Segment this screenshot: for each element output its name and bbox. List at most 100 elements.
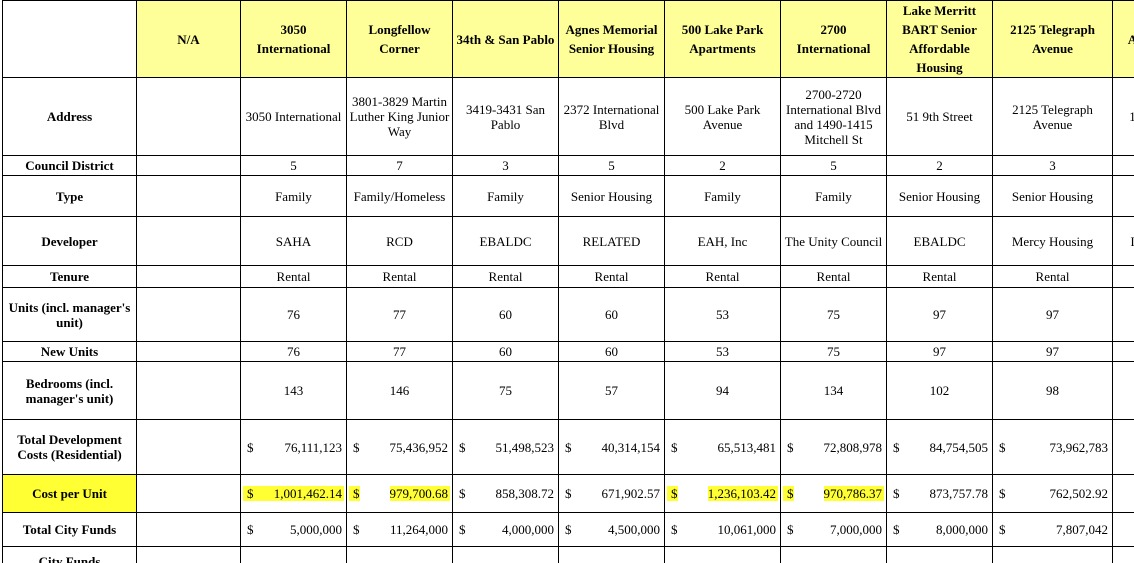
na-cell[interactable] [136, 512, 241, 547]
data-cell[interactable]: 3419-3431 San Pablo [452, 77, 559, 156]
data-cell[interactable]: 97 [992, 287, 1113, 342]
na-cell[interactable] [136, 155, 241, 176]
col-header-project[interactable]: Longfellow Corner [346, 0, 453, 78]
row-label[interactable]: Type [2, 175, 137, 217]
data-cell[interactable]: $84,754,505 [886, 419, 993, 475]
data-cell[interactable]: The Unity Council [780, 216, 887, 266]
col-header-project[interactable]: A [1112, 0, 1134, 78]
data-cell[interactable]: 94 [664, 361, 781, 420]
data-cell[interactable]: $65,513,481 [664, 419, 781, 475]
data-cell[interactable]: Family [240, 175, 347, 217]
na-cell[interactable] [136, 77, 241, 156]
data-cell[interactable] [664, 546, 781, 563]
data-cell[interactable]: $4,500,000 [558, 512, 665, 547]
row-label[interactable]: Units (incl. manager's unit) [2, 287, 137, 342]
data-cell[interactable]: I [1112, 216, 1134, 266]
data-cell[interactable]: 1 [1112, 77, 1134, 156]
col-header-project[interactable]: 34th & San Pablo [452, 0, 559, 78]
data-cell[interactable]: 2372 International Blvd [558, 77, 665, 156]
data-cell[interactable] [992, 546, 1113, 563]
data-cell[interactable]: 60 [558, 287, 665, 342]
row-label[interactable]: Council District [2, 155, 137, 176]
data-cell[interactable]: $7,807,042 [992, 512, 1113, 547]
data-cell[interactable]: 98 [992, 361, 1113, 420]
data-cell[interactable] [1112, 175, 1134, 217]
data-cell[interactable]: $858,308.72 [452, 474, 559, 513]
data-cell[interactable]: 3050 International [240, 77, 347, 156]
data-cell[interactable] [240, 546, 347, 563]
na-cell[interactable] [136, 216, 241, 266]
data-cell[interactable]: Family [780, 175, 887, 217]
data-cell[interactable]: 97 [992, 341, 1113, 362]
data-cell[interactable]: $5,000,000 [240, 512, 347, 547]
data-cell[interactable]: $73,962,783 [992, 419, 1113, 475]
data-cell[interactable]: 3 [992, 155, 1113, 176]
na-cell[interactable] [136, 419, 241, 475]
data-cell[interactable]: Family [664, 175, 781, 217]
row-label[interactable]: Tenure [2, 265, 137, 288]
col-header-na[interactable]: N/A [136, 0, 241, 78]
data-cell[interactable]: 146 [346, 361, 453, 420]
na-cell[interactable] [136, 287, 241, 342]
data-cell[interactable]: 97 [886, 341, 993, 362]
na-cell[interactable] [136, 361, 241, 420]
col-header-project[interactable]: 3050 International [240, 0, 347, 78]
data-cell[interactable]: $75,436,952 [346, 419, 453, 475]
na-cell[interactable] [136, 265, 241, 288]
row-label[interactable]: Developer [2, 216, 137, 266]
data-cell[interactable]: $7,000,000 [780, 512, 887, 547]
data-cell[interactable]: 3801-3829 Martin Luther King Junior Way [346, 77, 453, 156]
data-cell[interactable]: $762,502.92 [992, 474, 1113, 513]
data-cell[interactable]: 57 [558, 361, 665, 420]
data-cell[interactable]: 51 9th Street [886, 77, 993, 156]
data-cell[interactable]: $11,264,000 [346, 512, 453, 547]
data-cell[interactable]: EBALDC [886, 216, 993, 266]
data-cell[interactable]: 5 [240, 155, 347, 176]
data-cell[interactable]: RELATED [558, 216, 665, 266]
data-cell[interactable]: $970,786.37 [780, 474, 887, 513]
col-header-project[interactable]: Lake Merritt BART Senior Affordable Hous… [886, 0, 993, 78]
data-cell[interactable] [452, 546, 559, 563]
data-cell[interactable]: 500 Lake Park Avenue [664, 77, 781, 156]
data-cell[interactable] [558, 546, 665, 563]
corner-cell[interactable] [2, 0, 137, 78]
data-cell[interactable]: 77 [346, 341, 453, 362]
data-cell[interactable] [780, 546, 887, 563]
data-cell[interactable]: Rental [346, 265, 453, 288]
data-cell[interactable]: EBALDC [452, 216, 559, 266]
data-cell[interactable]: 77 [346, 287, 453, 342]
data-cell[interactable]: 75 [780, 287, 887, 342]
data-cell[interactable]: Rental [664, 265, 781, 288]
row-label[interactable]: Address [2, 77, 137, 156]
data-cell[interactable]: 76 [240, 341, 347, 362]
data-cell[interactable]: Family/Homeless [346, 175, 453, 217]
data-cell[interactable]: 53 [664, 287, 781, 342]
data-cell[interactable]: $1,236,103.42 [664, 474, 781, 513]
data-cell[interactable]: 2 [886, 155, 993, 176]
data-cell[interactable]: Rental [240, 265, 347, 288]
data-cell[interactable] [1112, 512, 1134, 547]
data-cell[interactable]: 143 [240, 361, 347, 420]
data-cell[interactable]: 97 [886, 287, 993, 342]
row-label[interactable]: City Funds [2, 546, 137, 563]
data-cell[interactable]: 53 [664, 341, 781, 362]
data-cell[interactable]: $76,111,123 [240, 419, 347, 475]
row-label[interactable]: New Units [2, 341, 137, 362]
data-cell[interactable]: 2125 Telegraph Avenue [992, 77, 1113, 156]
data-cell[interactable]: $873,757.78 [886, 474, 993, 513]
data-cell[interactable]: Senior Housing [558, 175, 665, 217]
data-cell[interactable] [1112, 287, 1134, 342]
data-cell[interactable]: 5 [558, 155, 665, 176]
data-cell[interactable]: RCD [346, 216, 453, 266]
data-cell[interactable]: 102 [886, 361, 993, 420]
row-label[interactable]: Total City Funds [2, 512, 137, 547]
data-cell[interactable]: 134 [780, 361, 887, 420]
data-cell[interactable]: $51,498,523 [452, 419, 559, 475]
data-cell[interactable]: Family [452, 175, 559, 217]
data-cell[interactable] [1112, 419, 1134, 475]
data-cell[interactable]: 2700-2720 International Blvd and 1490-14… [780, 77, 887, 156]
data-cell[interactable]: Mercy Housing [992, 216, 1113, 266]
col-header-project[interactable]: 2700 International [780, 0, 887, 78]
data-cell[interactable]: Rental [452, 265, 559, 288]
data-cell[interactable]: 60 [558, 341, 665, 362]
